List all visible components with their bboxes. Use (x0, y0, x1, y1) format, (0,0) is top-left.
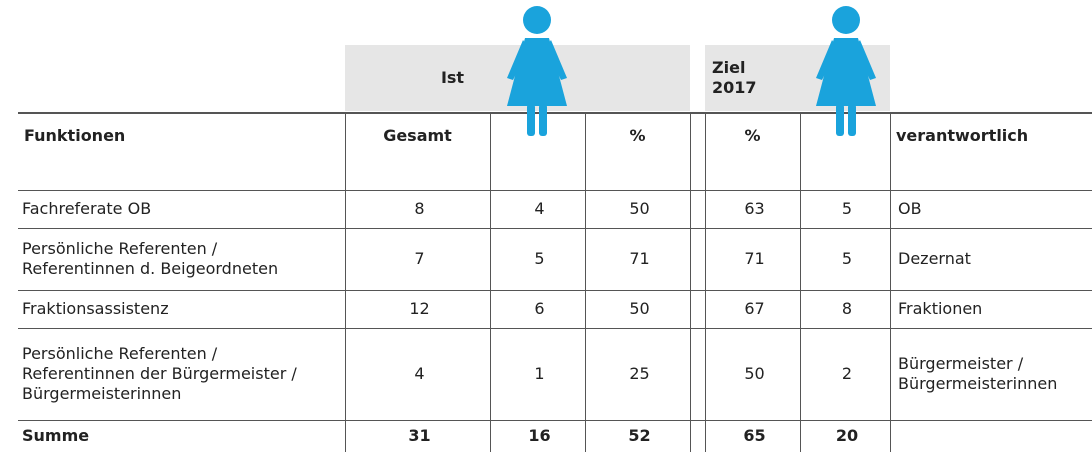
table-cell: Fraktionsassistenz (22, 299, 169, 318)
table-cell: Summe (22, 426, 90, 445)
column-header: % (629, 126, 646, 145)
table-cell: 50 (629, 299, 650, 318)
row-line (18, 190, 1092, 191)
column-header: verantwortlich (896, 126, 1029, 145)
female-icon (507, 6, 567, 136)
table-cell: 67 (744, 299, 765, 318)
table-cell: 2 (841, 364, 853, 383)
female-icon (816, 6, 876, 136)
table-cell: 5 (841, 199, 853, 218)
table-cell: Bürgermeister / Bürgermeisterinnen (898, 354, 1058, 393)
column-line (705, 112, 706, 452)
table-cell: 50 (629, 199, 650, 218)
row-line (18, 290, 1092, 291)
table-cell: 31 (408, 426, 431, 445)
column-line (800, 112, 801, 452)
table-cell: 1 (534, 364, 545, 383)
table-cell: 5 (534, 249, 545, 268)
table-cell: 71 (744, 249, 765, 268)
table-cell: 5 (841, 249, 853, 268)
column-header: Funktionen (24, 126, 126, 145)
row-line (18, 228, 1092, 229)
table-cell: 8 (841, 299, 853, 318)
column-line (585, 112, 586, 452)
table-cell: 6 (534, 299, 545, 318)
table-cell: 20 (835, 426, 859, 445)
table-cell: 7 (414, 249, 425, 268)
column-header: % (744, 126, 761, 145)
row-line (18, 112, 1092, 114)
column-line (345, 112, 346, 452)
table-cell: 65 (743, 426, 766, 445)
table-cell: Fraktionen (898, 299, 983, 318)
table-cell: 50 (744, 364, 765, 383)
column-line (490, 112, 491, 452)
table-cell: 16 (528, 426, 551, 445)
ziel-label: Ziel 2017 (712, 58, 757, 97)
table-cell: Dezernat (898, 249, 971, 268)
table-cell: 52 (628, 426, 651, 445)
column-line (890, 112, 891, 452)
table-cell: OB (898, 199, 922, 218)
table-cell: 71 (629, 249, 650, 268)
table-cell: 63 (744, 199, 765, 218)
row-line (18, 328, 1092, 329)
column-line (690, 112, 691, 452)
ist-label: Ist (440, 68, 465, 87)
table-cell: Fachreferate OB (22, 199, 152, 218)
table-cell: 8 (414, 199, 425, 218)
table-cell: 4 (414, 364, 425, 383)
table-cell: Persönliche Referenten / Referentinnen d… (22, 239, 279, 278)
table-cell: Persönliche Referenten / Referentinnen d… (22, 344, 297, 403)
table-cell: 25 (629, 364, 650, 383)
table-cell: 4 (534, 199, 545, 218)
column-header: Gesamt (383, 126, 452, 145)
row-line (18, 420, 1092, 421)
table-cell: 12 (409, 299, 430, 318)
